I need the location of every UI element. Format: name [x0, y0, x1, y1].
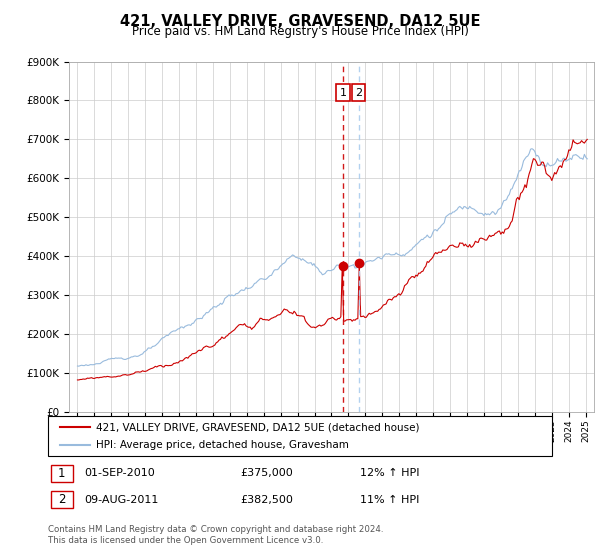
Text: Contains HM Land Registry data © Crown copyright and database right 2024.
This d: Contains HM Land Registry data © Crown c… [48, 525, 383, 545]
Text: 01-SEP-2010: 01-SEP-2010 [84, 468, 155, 478]
Text: 2: 2 [58, 493, 65, 506]
Text: 2: 2 [355, 88, 362, 97]
Text: 12% ↑ HPI: 12% ↑ HPI [360, 468, 419, 478]
Text: 421, VALLEY DRIVE, GRAVESEND, DA12 5UE: 421, VALLEY DRIVE, GRAVESEND, DA12 5UE [120, 14, 480, 29]
Text: 1: 1 [58, 466, 65, 480]
Text: 1: 1 [340, 88, 346, 97]
Text: 09-AUG-2011: 09-AUG-2011 [84, 494, 158, 505]
Text: HPI: Average price, detached house, Gravesham: HPI: Average price, detached house, Grav… [96, 440, 349, 450]
Text: Price paid vs. HM Land Registry's House Price Index (HPI): Price paid vs. HM Land Registry's House … [131, 25, 469, 38]
Text: £375,000: £375,000 [240, 468, 293, 478]
Text: £382,500: £382,500 [240, 494, 293, 505]
Text: 11% ↑ HPI: 11% ↑ HPI [360, 494, 419, 505]
Text: 421, VALLEY DRIVE, GRAVESEND, DA12 5UE (detached house): 421, VALLEY DRIVE, GRAVESEND, DA12 5UE (… [96, 422, 419, 432]
